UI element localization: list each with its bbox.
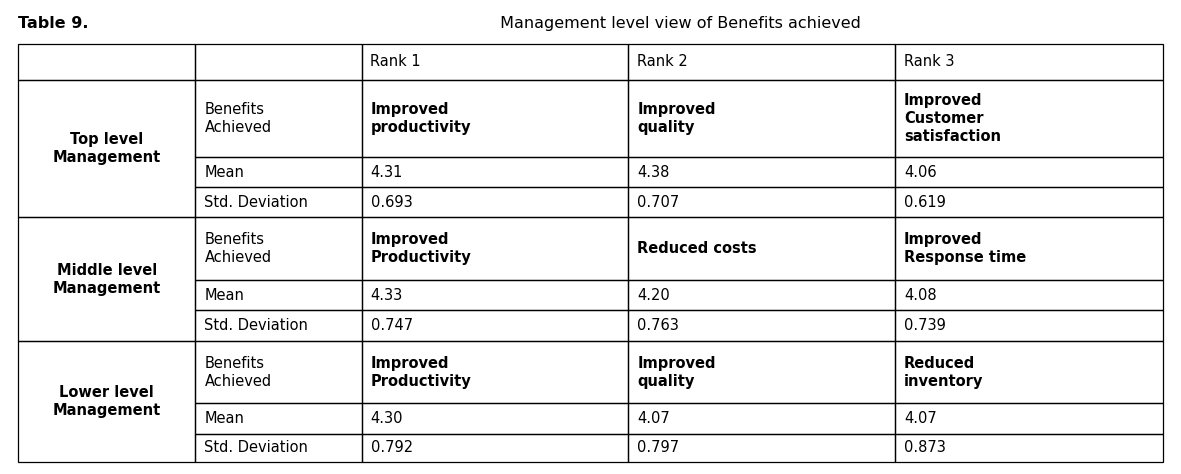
Text: 4.31: 4.31: [371, 164, 403, 180]
Bar: [628, 187, 895, 218]
Text: Rank 1: Rank 1: [371, 54, 422, 69]
Bar: [628, 280, 895, 310]
Text: Rank 3: Rank 3: [905, 54, 954, 69]
Bar: [196, 187, 361, 218]
Bar: [18, 44, 196, 80]
Text: 0.873: 0.873: [905, 440, 946, 456]
Text: Mean: Mean: [204, 164, 244, 180]
Text: 4.06: 4.06: [905, 164, 937, 180]
Bar: [361, 218, 628, 280]
Text: Reduced costs: Reduced costs: [638, 241, 757, 256]
Bar: [895, 44, 1163, 80]
Text: Improved
Productivity: Improved Productivity: [371, 356, 471, 389]
Bar: [196, 218, 361, 280]
Bar: [895, 218, 1163, 280]
Bar: [628, 341, 895, 403]
Text: Improved
quality: Improved quality: [638, 102, 716, 135]
Text: 4.33: 4.33: [371, 288, 403, 303]
Bar: [361, 341, 628, 403]
Text: Middle level
Management: Middle level Management: [53, 263, 161, 296]
Text: Benefits
Achieved: Benefits Achieved: [204, 356, 272, 389]
Text: Improved
Response time: Improved Response time: [905, 232, 1026, 265]
Text: Std. Deviation: Std. Deviation: [204, 195, 308, 210]
Bar: [361, 434, 628, 462]
Bar: [895, 341, 1163, 403]
Text: Improved
Productivity: Improved Productivity: [371, 232, 471, 265]
Bar: [196, 403, 361, 434]
Bar: [895, 310, 1163, 341]
Bar: [196, 434, 361, 462]
Text: Improved
productivity: Improved productivity: [371, 102, 471, 135]
Bar: [628, 310, 895, 341]
Bar: [196, 341, 361, 403]
Text: Improved
Customer
satisfaction: Improved Customer satisfaction: [905, 93, 1001, 144]
Bar: [628, 403, 895, 434]
Text: Table 9.: Table 9.: [18, 16, 89, 31]
Bar: [361, 280, 628, 310]
Bar: [196, 280, 361, 310]
Text: Benefits
Achieved: Benefits Achieved: [204, 232, 272, 265]
Bar: [895, 280, 1163, 310]
Text: Lower level
Management: Lower level Management: [53, 385, 161, 418]
Bar: [361, 80, 628, 157]
Bar: [895, 434, 1163, 462]
Text: 0.747: 0.747: [371, 318, 412, 333]
Bar: [361, 157, 628, 187]
Text: Management level view of Benefits achieved: Management level view of Benefits achiev…: [495, 16, 861, 31]
Text: Std. Deviation: Std. Deviation: [204, 318, 308, 333]
Bar: [361, 403, 628, 434]
Bar: [361, 187, 628, 218]
Bar: [895, 187, 1163, 218]
Bar: [628, 157, 895, 187]
Bar: [18, 341, 196, 462]
Text: 4.38: 4.38: [638, 164, 670, 180]
Text: 4.07: 4.07: [905, 411, 937, 426]
Bar: [895, 80, 1163, 157]
Bar: [628, 80, 895, 157]
Text: Mean: Mean: [204, 411, 244, 426]
Text: 0.619: 0.619: [905, 195, 946, 210]
Text: Reduced
inventory: Reduced inventory: [905, 356, 984, 389]
Bar: [196, 44, 361, 80]
Text: Std. Deviation: Std. Deviation: [204, 440, 308, 456]
Bar: [361, 310, 628, 341]
Bar: [895, 403, 1163, 434]
Text: 0.693: 0.693: [371, 195, 412, 210]
Text: Mean: Mean: [204, 288, 244, 303]
Text: 4.20: 4.20: [638, 288, 670, 303]
Text: 0.792: 0.792: [371, 440, 412, 456]
Text: 4.30: 4.30: [371, 411, 403, 426]
Text: Rank 2: Rank 2: [638, 54, 689, 69]
Bar: [196, 80, 361, 157]
Bar: [361, 44, 628, 80]
Bar: [895, 157, 1163, 187]
Bar: [18, 218, 196, 341]
Bar: [196, 157, 361, 187]
Text: Improved
quality: Improved quality: [638, 356, 716, 389]
Text: 0.707: 0.707: [638, 195, 679, 210]
Bar: [196, 310, 361, 341]
Bar: [628, 434, 895, 462]
Text: 0.739: 0.739: [905, 318, 946, 333]
Text: 4.07: 4.07: [638, 411, 670, 426]
Bar: [628, 44, 895, 80]
Text: Top level
Management: Top level Management: [53, 132, 161, 165]
Text: 4.08: 4.08: [905, 288, 937, 303]
Text: Benefits
Achieved: Benefits Achieved: [204, 102, 272, 135]
Text: 0.797: 0.797: [638, 440, 679, 456]
Bar: [18, 80, 196, 218]
Bar: [628, 218, 895, 280]
Text: 0.763: 0.763: [638, 318, 679, 333]
